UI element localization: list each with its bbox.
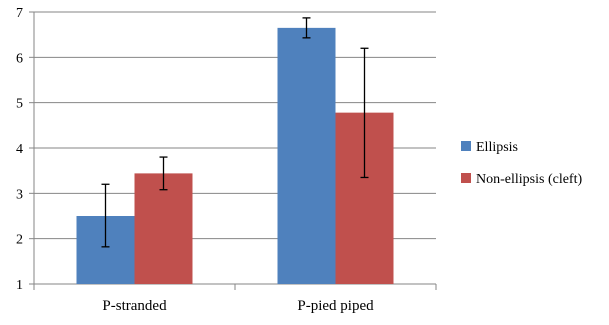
legend-swatch — [461, 141, 471, 151]
legend-label: Ellipsis — [476, 140, 518, 155]
bar — [134, 173, 193, 284]
x-category-label: P-pied piped — [297, 298, 374, 314]
y-tick-label: 3 — [16, 187, 23, 202]
legend-label: Non-ellipsis (cleft) — [476, 172, 582, 187]
bar — [277, 27, 336, 284]
y-tick-label: 4 — [16, 142, 23, 157]
y-tick-label: 1 — [16, 278, 23, 293]
legend-swatch — [461, 173, 471, 183]
y-tick-label: 2 — [16, 233, 23, 248]
y-tick-label: 5 — [16, 97, 23, 112]
y-tick-label: 6 — [16, 51, 23, 66]
y-tick-label: 7 — [16, 6, 23, 21]
x-category-label: P-stranded — [102, 298, 167, 314]
